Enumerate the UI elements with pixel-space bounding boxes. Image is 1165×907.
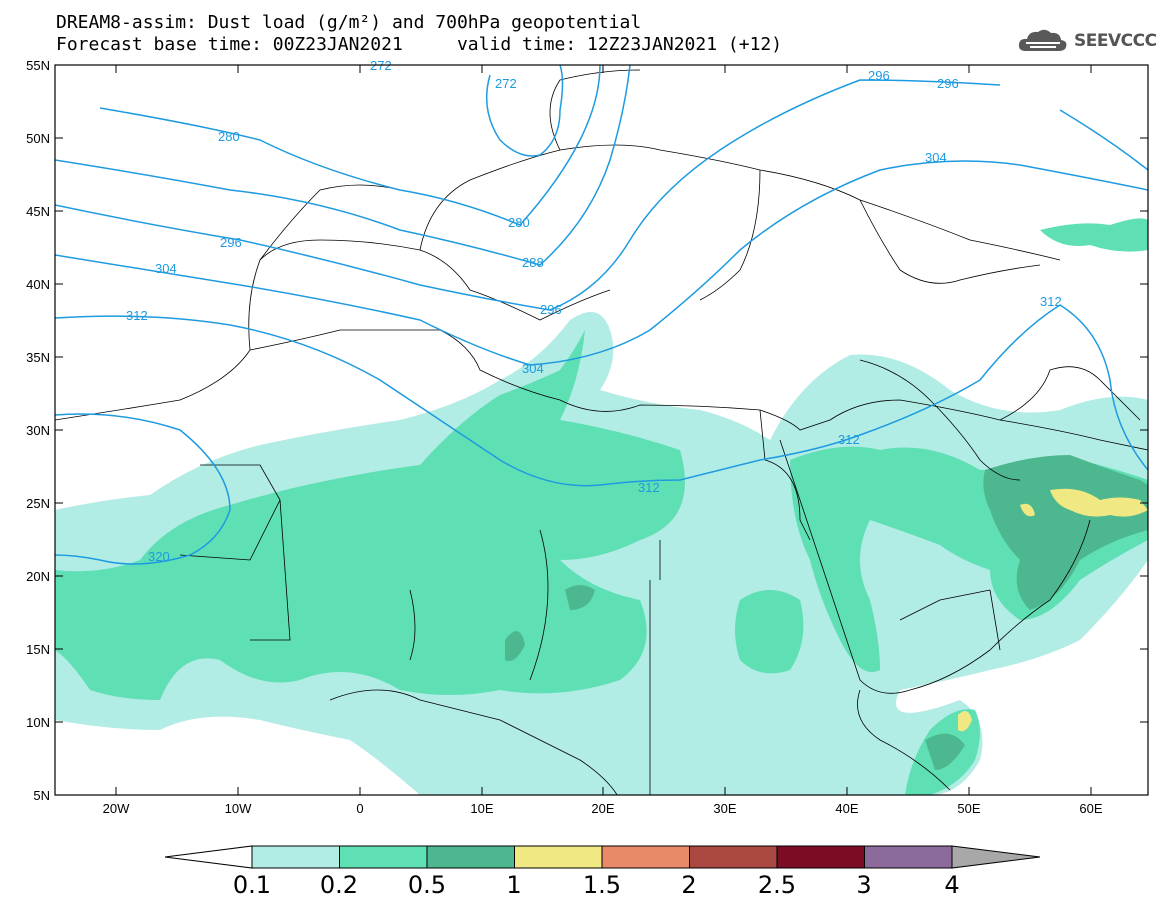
map-title: DREAM8-assim: Dust load (g/m²) and 700hP…	[56, 12, 642, 33]
colorbar-swatch	[776, 845, 865, 869]
dust-load-field	[55, 218, 1148, 795]
contour-320	[55, 413, 231, 565]
lon-tick-label: 40E	[835, 801, 858, 816]
contour-296-east	[1059, 109, 1148, 171]
contour-label: 272	[495, 76, 517, 91]
colorbar-label: 0.2	[320, 871, 358, 899]
lat-tick-label: 5N	[33, 788, 50, 803]
dust-region-high	[983, 455, 1148, 610]
latitude-labels: 55N 50N 45N 40N 35N 30N 25N 20N 15N 10N …	[26, 58, 50, 803]
lon-tick-label: 10E	[470, 801, 493, 816]
contour-label: 296	[868, 68, 890, 83]
colorbar-label: 0.5	[408, 871, 446, 899]
lat-tick-label: 35N	[26, 350, 50, 365]
lon-tick-label: 20E	[591, 801, 614, 816]
lon-tick-label: 50E	[957, 801, 980, 816]
axis-ticks	[55, 65, 1148, 795]
dust-region-very-high	[958, 488, 1148, 732]
colorbar-lower-arrow	[164, 845, 253, 869]
lon-tick-label: 0	[356, 801, 363, 816]
contour-label: 296	[220, 235, 242, 250]
colorbar-label: 2	[681, 871, 696, 899]
colorbar-label: 3	[856, 871, 871, 899]
dust-region-medium	[55, 330, 685, 700]
colorbar-swatch	[864, 845, 953, 869]
lat-tick-label: 40N	[26, 277, 50, 292]
contour-labels: 272 272 280 280 288 296 296 296 296 304 …	[126, 58, 1062, 564]
seevccc-logo: SEEVCCC	[1018, 27, 1157, 55]
contour-304	[55, 160, 1148, 366]
contour-label: 304	[925, 150, 947, 165]
longitude-labels: 20W 10W 0 10E 20E 30E 40E 50E 60E	[103, 801, 1103, 816]
map-subtitle-times: Forecast base time: 00Z23JAN2021 valid t…	[56, 34, 783, 55]
contour-296	[55, 79, 1001, 311]
lon-tick-label: 10W	[225, 801, 252, 816]
colorbar: 0.1 0.2 0.5 1 1.5 2 2.5 3 4	[164, 845, 1041, 899]
contour-label: 304	[522, 361, 544, 376]
lat-tick-label: 45N	[26, 204, 50, 219]
colorbar-swatch	[514, 845, 603, 869]
lat-tick-label: 10N	[26, 715, 50, 730]
logo-text: SEEVCCC	[1074, 31, 1157, 51]
colorbar-upper-arrow	[951, 845, 1041, 869]
contour-280	[99, 65, 601, 226]
lon-tick-label: 30E	[713, 801, 736, 816]
contour-272	[485, 65, 564, 157]
lon-tick-label: 20W	[103, 801, 130, 816]
dust-region-medium-caspian	[1040, 218, 1148, 252]
lat-tick-label: 30N	[26, 423, 50, 438]
colorbar-label: 0.1	[233, 871, 271, 899]
contour-label: 288	[522, 255, 544, 270]
contour-288	[55, 65, 631, 266]
colorbar-swatch	[601, 845, 690, 869]
colorbar-swatch	[251, 845, 340, 869]
cloud-logo-icon	[1018, 29, 1067, 51]
colorbar-swatch	[426, 845, 515, 869]
lon-tick-label: 60E	[1079, 801, 1102, 816]
contour-label: 280	[218, 129, 240, 144]
contour-label: 312	[838, 432, 860, 447]
geopotential-contours	[55, 65, 1148, 565]
contour-label: 312	[1040, 294, 1062, 309]
lat-tick-label: 25N	[26, 496, 50, 511]
contour-label: 296	[937, 76, 959, 91]
colorbar-label: 4	[944, 871, 959, 899]
contour-312	[55, 304, 1148, 487]
lat-tick-label: 20N	[26, 569, 50, 584]
colorbar-label: 2.5	[758, 871, 796, 899]
colorbar-label: 1	[506, 871, 521, 899]
contour-label: 304	[155, 261, 177, 276]
colorbar-swatch	[689, 845, 778, 869]
dust-region-medium-africa-east	[735, 590, 804, 674]
colorbar-label: 1.5	[583, 871, 621, 899]
lat-tick-label: 50N	[26, 131, 50, 146]
contour-label: 312	[126, 308, 148, 323]
colorbar-swatch	[339, 845, 428, 869]
contour-label: 312	[638, 480, 660, 495]
lat-tick-label: 15N	[26, 642, 50, 657]
lat-tick-label: 55N	[26, 58, 50, 73]
contour-label: 320	[148, 549, 170, 564]
country-borders	[55, 69, 1148, 795]
contour-label: 296	[540, 302, 562, 317]
contour-label: 280	[508, 215, 530, 230]
